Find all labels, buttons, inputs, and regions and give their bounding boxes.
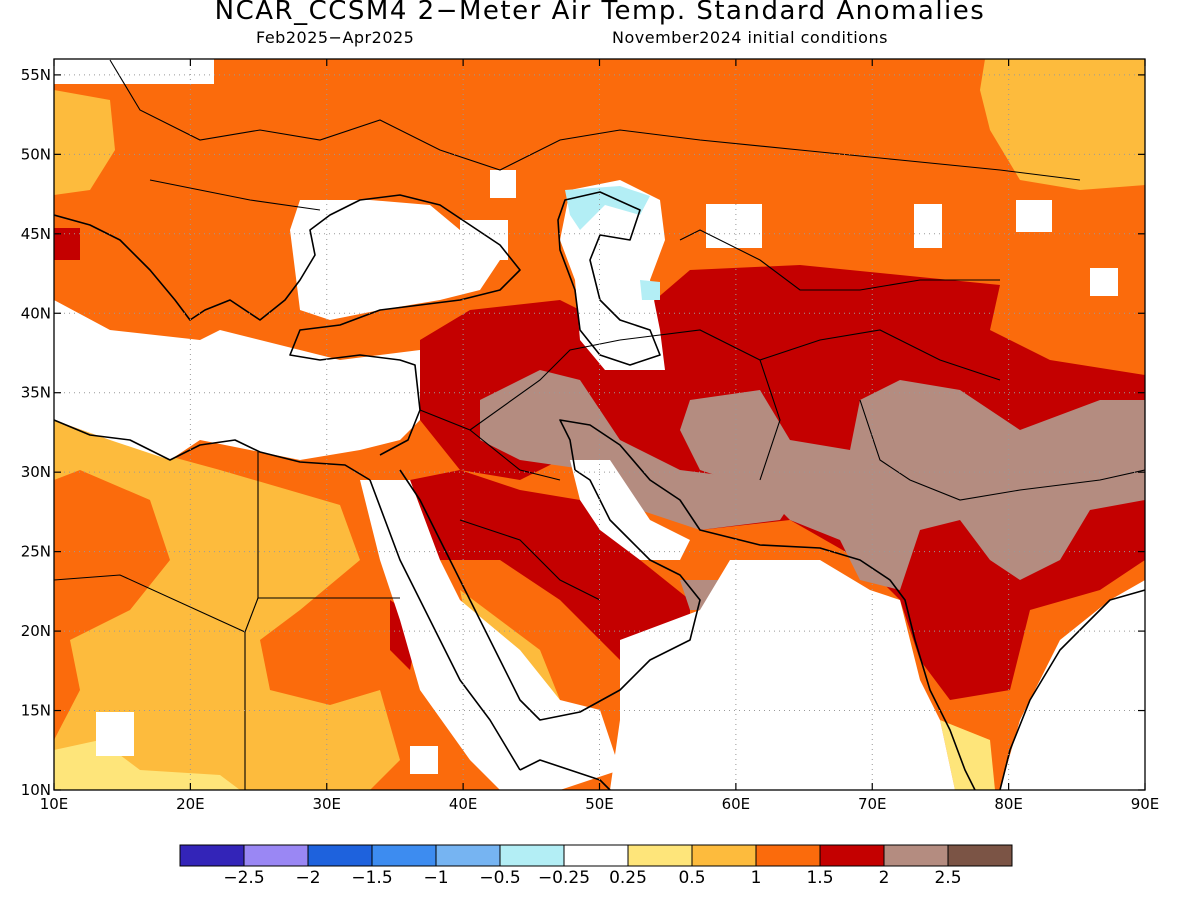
x-tick-label: 70E (858, 795, 887, 813)
field-brown-iran-pak (680, 380, 1145, 590)
field-hole-9 (460, 220, 508, 260)
y-tick-label: 10N (21, 781, 51, 799)
colorbar-swatch (371, 844, 437, 867)
x-tick-label: 50E (585, 795, 614, 813)
x-tick-label: 90E (1131, 795, 1160, 813)
colorbar-label: −0.25 (538, 868, 590, 888)
field-brown-iraq-iran (480, 370, 800, 530)
colorbar-label: −1 (423, 868, 448, 888)
coast-europe-med (54, 194, 521, 456)
coast-india-east (999, 589, 1145, 790)
initial-conditions: November2024 initial conditions (612, 28, 888, 47)
field-red-westeurope (54, 228, 80, 260)
colorbar-swatch (691, 844, 757, 867)
colorbar: −2.5 −2 −1.5 −1 −0.5 −0.25 0.25 0.5 1 1.5 2 2.5 (179, 844, 1013, 888)
x-tick-label: 10E (40, 795, 69, 813)
coast-caspian (557, 191, 661, 366)
field-hole-1 (490, 170, 516, 198)
colorbar-label: 0.25 (609, 868, 647, 888)
colorbar-label: −2.5 (223, 868, 264, 888)
forecast-period: Feb2025−Apr2025 (256, 28, 415, 47)
colorbar-swatch (435, 844, 501, 867)
x-tick-label: 20E (176, 795, 205, 813)
colorbar-label: 1.5 (806, 868, 833, 888)
field-light-orange-ne (980, 59, 1145, 190)
field-pale-yellow-2 (940, 720, 995, 790)
field-hole-6 (410, 746, 438, 774)
colorbar-swatch (819, 844, 885, 867)
y-tick-label: 50N (21, 145, 51, 163)
field-red-arabia-south (410, 470, 690, 680)
field-hole-2 (706, 204, 762, 248)
coast-africa-horn (519, 759, 611, 790)
coast-red-sea-east (399, 469, 701, 721)
field-white-caspian (560, 180, 665, 370)
field-light-orange-africa (54, 420, 400, 790)
coast-north-africa (54, 419, 371, 481)
y-tick-label: 45N (21, 225, 51, 243)
field-hole-4 (1090, 268, 1118, 296)
y-tick-label: 40N (21, 304, 51, 322)
y-tick-label: 30N (21, 463, 51, 481)
field-hole-5 (1016, 200, 1052, 232)
lat-lon-grid (54, 59, 1145, 790)
colorbar-label: −1.5 (351, 868, 392, 888)
field-white-blacksea-med (290, 200, 500, 320)
field-white-india-sea (610, 560, 1145, 790)
anomaly-field (54, 59, 1145, 790)
colorbar-swatch (883, 844, 949, 867)
x-tick-label: 80E (994, 795, 1023, 813)
coast-persian-gulf (559, 419, 976, 790)
colorbar-swatch (947, 844, 1013, 867)
y-tick-label: 55N (21, 66, 51, 84)
field-light-blue-caspian-s (640, 280, 660, 300)
x-tick-label: 60E (722, 795, 751, 813)
colorbar-label: 2.5 (934, 868, 961, 888)
y-tick-label: 15N (21, 702, 51, 720)
y-tick-label: 20N (21, 622, 51, 640)
x-tick-label: 40E (449, 795, 478, 813)
x-axis: 10E 20E 30E 40E 50E 60E 70E 80E 90E (40, 59, 1160, 813)
y-axis: 10N 15N 20N 25N 30N 35N 40N 45N 50N 55N (21, 66, 1145, 799)
colorbar-swatch (179, 844, 245, 867)
field-hole-7 (96, 712, 134, 756)
colorbar-label: −0.5 (479, 868, 520, 888)
y-tick-label: 35N (21, 384, 51, 402)
field-light-orange-nw (54, 90, 115, 195)
y-tick-label: 25N (21, 543, 51, 561)
country-borders (54, 59, 1145, 790)
field-white-med-africa (54, 300, 420, 460)
x-tick-label: 30E (312, 795, 341, 813)
field-hole-8 (54, 59, 214, 84)
colorbar-swatch (563, 844, 629, 867)
field-white-redsea (360, 480, 620, 790)
colorbar-label: 0.5 (678, 868, 705, 888)
field-hole-3 (914, 204, 942, 248)
colorbar-label: 1 (751, 868, 762, 888)
colorbar-swatch (243, 844, 309, 867)
field-light-blue-caspian (565, 186, 650, 230)
colorbar-label: 2 (879, 868, 890, 888)
colorbar-swatch (627, 844, 693, 867)
colorbar-label: −2 (295, 868, 320, 888)
chart-title: NCAR_CCSM4 2−Meter Air Temp. Standard An… (214, 0, 986, 26)
colorbar-swatch (755, 844, 821, 867)
colorbar-swatch (499, 844, 565, 867)
coastlines (54, 191, 1145, 790)
coast-red-sea-west (369, 479, 521, 771)
colorbar-swatch (307, 844, 373, 867)
